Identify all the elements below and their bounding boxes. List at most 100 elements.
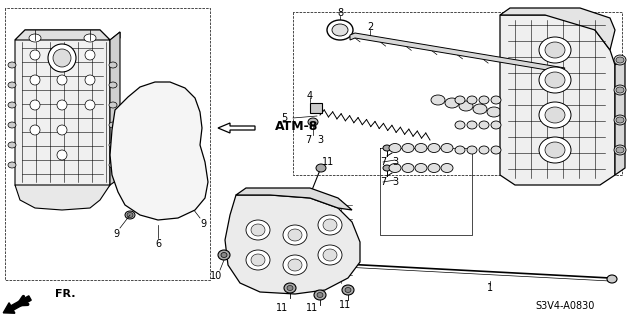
Ellipse shape [288, 229, 302, 241]
Ellipse shape [131, 184, 139, 191]
Ellipse shape [316, 164, 326, 172]
Ellipse shape [479, 121, 489, 129]
Ellipse shape [148, 122, 156, 130]
Ellipse shape [323, 219, 337, 231]
Ellipse shape [283, 255, 307, 275]
Bar [163, 180, 171, 187]
Text: 7: 7 [305, 135, 311, 145]
Ellipse shape [127, 212, 133, 218]
Ellipse shape [8, 82, 16, 88]
Ellipse shape [162, 184, 170, 191]
Ellipse shape [109, 122, 117, 128]
Ellipse shape [85, 100, 95, 110]
Ellipse shape [318, 245, 342, 265]
Ellipse shape [614, 145, 626, 155]
Text: 7: 7 [380, 177, 386, 187]
Ellipse shape [479, 146, 489, 154]
Ellipse shape [156, 168, 164, 175]
Ellipse shape [85, 50, 95, 60]
Ellipse shape [616, 147, 624, 153]
Ellipse shape [431, 95, 445, 105]
Ellipse shape [323, 249, 337, 261]
Ellipse shape [57, 100, 67, 110]
Ellipse shape [166, 137, 174, 144]
Ellipse shape [455, 146, 465, 154]
Polygon shape [15, 30, 120, 40]
Ellipse shape [415, 144, 427, 152]
Polygon shape [236, 188, 352, 210]
Ellipse shape [318, 215, 342, 235]
Ellipse shape [57, 125, 67, 135]
Ellipse shape [124, 154, 132, 161]
Ellipse shape [614, 115, 626, 125]
Ellipse shape [616, 57, 624, 63]
Ellipse shape [614, 85, 626, 95]
Ellipse shape [146, 107, 154, 114]
Ellipse shape [383, 165, 391, 171]
Ellipse shape [57, 75, 67, 85]
Ellipse shape [479, 96, 489, 104]
Ellipse shape [445, 98, 459, 108]
Polygon shape [500, 8, 615, 50]
Ellipse shape [545, 107, 565, 123]
Ellipse shape [539, 102, 571, 128]
Text: 11: 11 [276, 303, 288, 313]
Ellipse shape [284, 283, 296, 293]
Ellipse shape [428, 164, 440, 173]
Ellipse shape [30, 125, 40, 135]
Polygon shape [350, 33, 565, 78]
Ellipse shape [607, 275, 617, 283]
Ellipse shape [327, 20, 353, 40]
Text: ATM-8: ATM-8 [275, 121, 318, 133]
Text: 11: 11 [339, 300, 351, 310]
Ellipse shape [8, 162, 16, 168]
Text: 4: 4 [307, 91, 313, 101]
Ellipse shape [441, 164, 453, 173]
Ellipse shape [389, 164, 401, 173]
Ellipse shape [455, 96, 465, 104]
Ellipse shape [287, 286, 293, 291]
Ellipse shape [283, 225, 307, 245]
Ellipse shape [30, 50, 40, 60]
Ellipse shape [389, 144, 401, 152]
Ellipse shape [171, 168, 179, 175]
Ellipse shape [171, 197, 179, 204]
Polygon shape [15, 185, 110, 210]
FancyArrow shape [3, 296, 31, 313]
Ellipse shape [317, 293, 323, 298]
Ellipse shape [491, 96, 501, 104]
Ellipse shape [539, 67, 571, 93]
Ellipse shape [383, 145, 391, 151]
Ellipse shape [159, 108, 167, 115]
Ellipse shape [109, 102, 117, 108]
Ellipse shape [616, 117, 624, 123]
Ellipse shape [125, 211, 135, 219]
Ellipse shape [415, 164, 427, 173]
Ellipse shape [8, 102, 16, 108]
Ellipse shape [134, 122, 142, 130]
Ellipse shape [168, 152, 176, 160]
Text: 3: 3 [317, 135, 323, 145]
Ellipse shape [85, 75, 95, 85]
Ellipse shape [487, 107, 501, 117]
Text: 3: 3 [392, 157, 398, 167]
Ellipse shape [151, 137, 159, 144]
Ellipse shape [8, 122, 16, 128]
Ellipse shape [473, 104, 487, 114]
Ellipse shape [185, 201, 195, 209]
Ellipse shape [153, 152, 161, 160]
Ellipse shape [288, 259, 302, 271]
Ellipse shape [467, 146, 477, 154]
Ellipse shape [121, 112, 129, 118]
Ellipse shape [491, 146, 501, 154]
Ellipse shape [314, 290, 326, 300]
Ellipse shape [164, 122, 172, 130]
Ellipse shape [455, 121, 465, 129]
Text: FR.: FR. [55, 289, 76, 299]
Ellipse shape [218, 250, 230, 260]
Ellipse shape [246, 220, 270, 240]
Ellipse shape [342, 285, 354, 295]
Ellipse shape [109, 162, 117, 168]
Text: 3: 3 [392, 177, 398, 187]
Text: 11: 11 [306, 303, 318, 313]
